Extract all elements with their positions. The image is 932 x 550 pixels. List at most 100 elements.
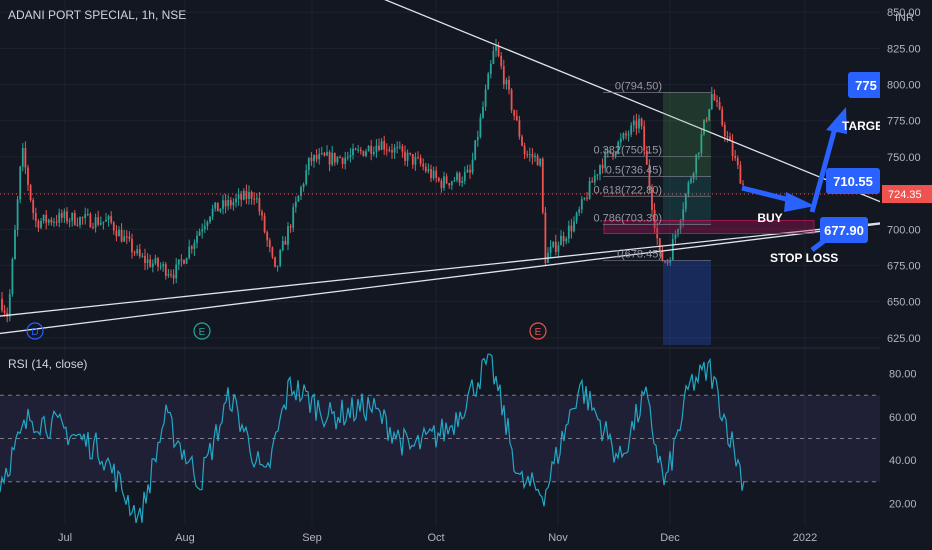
candle-body: [352, 148, 354, 156]
candle-body: [583, 197, 586, 200]
candle-body: [677, 229, 679, 235]
candle-body: [391, 150, 393, 153]
candle-body: [710, 93, 713, 110]
candle-body: [695, 154, 698, 174]
candle-body: [331, 152, 334, 165]
candle-body: [146, 259, 149, 263]
candle-body: [209, 216, 211, 222]
candle-body: [27, 167, 29, 185]
price-tick-label: 850.00: [887, 7, 921, 19]
candle-body: [544, 212, 547, 263]
fib-level-label: 0.786(703.30): [594, 212, 663, 224]
candle-body: [193, 242, 196, 249]
candle-body: [734, 156, 737, 158]
candle-body: [625, 133, 627, 136]
candle-body: [276, 265, 279, 267]
candle-body: [518, 120, 521, 137]
candle-body: [115, 230, 118, 237]
candle-body: [502, 66, 505, 85]
fib-level-label: 0(794.50): [615, 81, 662, 93]
candle-body: [284, 241, 287, 245]
candle-body: [232, 202, 235, 206]
candle-body: [440, 180, 443, 189]
candle-body: [708, 109, 711, 121]
candle-body: [674, 234, 677, 239]
candle-body: [614, 152, 617, 156]
candle-body: [448, 183, 451, 186]
candle-body: [505, 79, 508, 85]
candle-body: [333, 152, 336, 163]
candle-body: [141, 255, 144, 257]
candle-body: [68, 220, 71, 222]
candle-body: [214, 202, 217, 209]
candle-body: [721, 109, 724, 125]
candle-body: [466, 169, 469, 173]
candle-body: [445, 176, 448, 184]
candle-body: [580, 199, 583, 210]
candle-body: [112, 222, 115, 231]
candle-body: [123, 236, 126, 242]
candle-body: [484, 89, 487, 107]
candle-body: [565, 238, 568, 242]
candle-body: [349, 155, 352, 157]
candle-body: [406, 152, 409, 161]
candle-body: [107, 216, 110, 220]
candle-body: [63, 211, 66, 218]
candle-body: [450, 181, 453, 186]
candle-body: [131, 238, 133, 253]
candle-body: [370, 145, 373, 154]
candle-body: [557, 245, 560, 252]
candle-body: [742, 183, 744, 185]
candle-body: [320, 153, 323, 155]
candle-body: [437, 177, 440, 181]
price-tick-label: 650.00: [887, 297, 921, 309]
candle-body: [177, 259, 180, 265]
candle-body: [409, 152, 412, 155]
candle-body: [73, 212, 76, 225]
candle-body: [562, 235, 565, 242]
candle-body: [398, 146, 401, 148]
candle-body: [515, 115, 518, 121]
candle-body: [216, 202, 219, 212]
entry-box: [826, 168, 880, 194]
candle-body: [669, 259, 672, 263]
candle-body: [99, 222, 102, 225]
candle-body: [29, 184, 32, 200]
candle-body: [593, 175, 596, 183]
candle-body: [323, 153, 326, 156]
candle-body: [55, 221, 58, 223]
candle-body: [258, 198, 261, 212]
candle-body: [357, 149, 360, 151]
candle-body: [534, 155, 536, 158]
candle-body: [16, 199, 19, 230]
rsi-tick-label: 60.00: [889, 412, 917, 424]
candle-body: [591, 181, 594, 183]
candle-body: [424, 166, 427, 172]
candle-body: [305, 170, 308, 185]
candle-body: [45, 214, 48, 223]
event-marker: [26, 322, 44, 340]
time-tick-label: 2022: [793, 532, 817, 544]
candle-body: [635, 120, 638, 129]
candle-body: [245, 190, 248, 199]
fib-zone-lower: [663, 260, 711, 345]
candle-body: [682, 209, 685, 221]
candle-body: [617, 142, 620, 153]
rsi-tick-label: 20.00: [889, 498, 917, 510]
candle-body: [536, 155, 539, 166]
candle-body: [188, 246, 191, 259]
candle-body: [339, 156, 341, 158]
candle-body: [110, 216, 113, 223]
candle-body: [21, 148, 24, 167]
candle-body: [383, 141, 386, 150]
price-grid: [0, 0, 932, 525]
candle-body: [40, 220, 42, 228]
candle-body: [149, 259, 152, 267]
time-tick-label: Dec: [660, 532, 680, 544]
candle-body: [482, 106, 484, 118]
candle-body: [388, 149, 391, 151]
candle-body: [86, 214, 89, 216]
candle-body: [144, 255, 146, 263]
candle-body: [541, 158, 544, 213]
